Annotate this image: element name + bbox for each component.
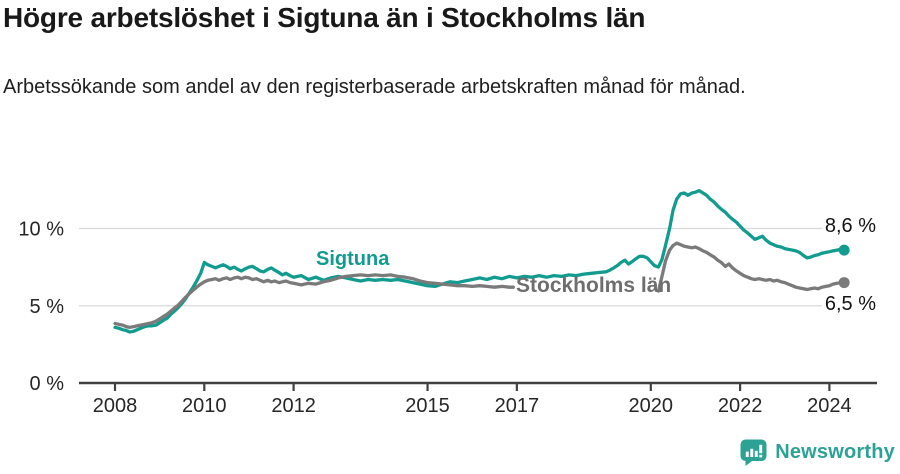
- y-tick-label-5: 5 %: [30, 296, 65, 318]
- x-tick-label-2024: 2024: [807, 395, 852, 417]
- series-line-sigtuna: [113, 188, 846, 334]
- series-label-sigtuna: Sigtuna: [316, 248, 390, 270]
- x-tick-label-2012: 2012: [271, 395, 316, 417]
- end-dot-sigtuna: [838, 244, 850, 256]
- series-line-stockholms-l-n-seg2: [656, 241, 846, 293]
- end-value-label-sigtuna: 8,6 %: [821, 215, 879, 238]
- x-tick-label-2020: 2020: [629, 395, 674, 417]
- x-tick-label-2010: 2010: [182, 395, 227, 417]
- y-tick-label-10: 10 %: [18, 219, 64, 241]
- x-tick-label-2017: 2017: [495, 395, 540, 417]
- page-title: Högre arbetslöshet i Sigtuna än i Stockh…: [3, 2, 646, 33]
- series-line-stockholms-l-n-seg1: [113, 273, 515, 330]
- newsworthy-wordmark: Newsworthy: [775, 441, 895, 463]
- x-tick-label-2008: 2008: [93, 395, 138, 417]
- newsworthy-icon: [740, 439, 767, 466]
- end-value-label-stockholms-lan: 6,5 %: [821, 293, 879, 316]
- newsworthy-logo: Newsworthy: [740, 439, 895, 466]
- x-tick-label-2022: 2022: [718, 395, 763, 417]
- end-dot-stockholms-l-n: [838, 277, 850, 289]
- chart-subtitle: Arbetssökande som andel av den registerb…: [3, 76, 746, 98]
- x-tick-label-2015: 2015: [405, 395, 450, 417]
- y-tick-label-0: 0 %: [30, 373, 65, 395]
- series-label-stockholms-lan: Stockholms län: [516, 274, 672, 297]
